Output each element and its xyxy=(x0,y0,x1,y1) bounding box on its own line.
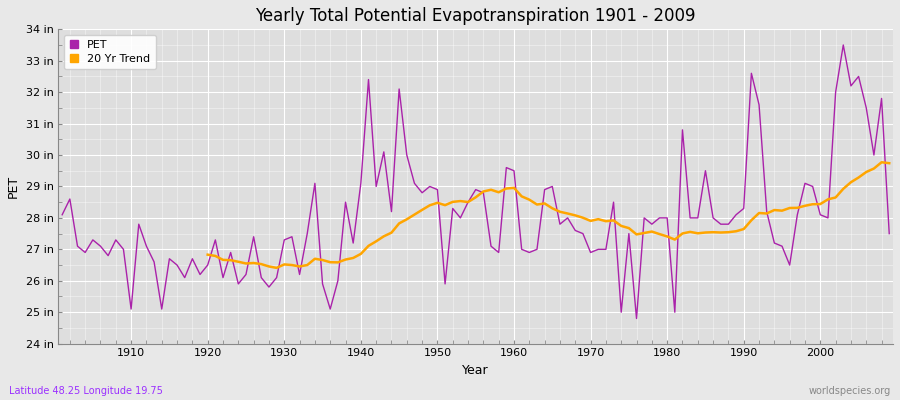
Line: 20 Yr Trend: 20 Yr Trend xyxy=(208,162,889,268)
20 Yr Trend xyxy=(792,206,803,210)
PET xyxy=(508,168,519,173)
Text: Latitude 48.25 Longitude 19.75: Latitude 48.25 Longitude 19.75 xyxy=(9,386,163,396)
PET xyxy=(286,234,297,239)
Line: PET: PET xyxy=(62,45,889,318)
20 Yr Trend xyxy=(877,160,887,165)
PET xyxy=(631,316,642,321)
20 Yr Trend xyxy=(685,230,696,234)
20 Yr Trend xyxy=(884,161,895,166)
PET xyxy=(332,278,343,283)
PET xyxy=(838,42,849,47)
20 Yr Trend xyxy=(417,208,428,212)
20 Yr Trend xyxy=(271,266,282,270)
Legend: PET, 20 Yr Trend: PET, 20 Yr Trend xyxy=(64,35,156,70)
Text: worldspecies.org: worldspecies.org xyxy=(809,386,891,396)
PET xyxy=(501,165,512,170)
PET xyxy=(57,212,68,217)
PET xyxy=(118,247,129,252)
Title: Yearly Total Potential Evapotranspiration 1901 - 2009: Yearly Total Potential Evapotranspiratio… xyxy=(256,7,696,25)
Y-axis label: PET: PET xyxy=(7,175,20,198)
20 Yr Trend xyxy=(302,263,312,268)
X-axis label: Year: Year xyxy=(463,364,489,377)
20 Yr Trend xyxy=(777,208,788,213)
20 Yr Trend xyxy=(861,170,872,174)
PET xyxy=(600,247,611,252)
PET xyxy=(884,231,895,236)
20 Yr Trend xyxy=(202,252,213,257)
